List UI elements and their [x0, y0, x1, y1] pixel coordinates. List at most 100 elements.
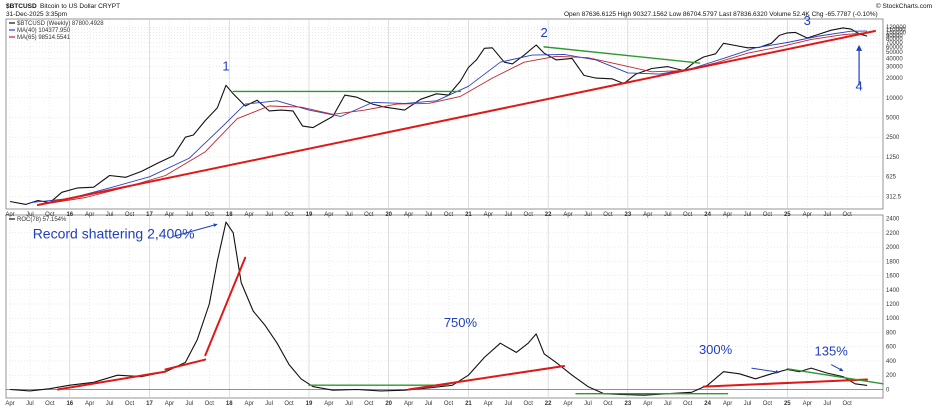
price-y-tick-label: 100000	[886, 30, 907, 36]
price-y-tick-label: 60000	[886, 45, 903, 51]
price-x-tick-label: Apr	[484, 212, 493, 218]
price-x-tick-label: Jul	[345, 212, 353, 218]
roc-x-tick-label: Apr	[404, 401, 413, 407]
roc-x-tick-label: 18	[226, 401, 233, 407]
price-x-tick-label: Oct	[763, 212, 773, 218]
legend-ma40: MA(40) 104377.950	[17, 28, 71, 34]
price-x-tick-label: Apr	[324, 212, 333, 218]
legend-ma65: MA(65) 98514.5541	[17, 35, 71, 41]
price-y-tick-label: 90000	[886, 33, 903, 39]
price-annotation-0: 1	[222, 59, 229, 74]
price-x-tick-label: Jul	[504, 212, 512, 218]
price-trendline-2	[543, 46, 701, 64]
roc-x-tick-label: Jul	[106, 401, 114, 407]
price-y-tick-label: 110000	[886, 28, 906, 34]
roc-x-tick-label: Oct	[603, 401, 613, 407]
roc-y-tick-label: 1200	[886, 302, 900, 308]
price-legend: $BTCUSD (Weekly) 87800.4928 MA(40) 10437…	[9, 21, 104, 41]
roc-x-tick-label: 23	[625, 401, 632, 407]
price-y-tick-label: 50000	[886, 50, 903, 56]
roc-trendline-4	[407, 364, 566, 391]
roc-y-tick-label: 400	[886, 359, 897, 365]
chart-description: Bitcoin to US Dollar CRYPT	[40, 3, 120, 10]
axis-layer: 312.562512502500500010000200003000040000…	[5, 25, 906, 407]
roc-x-tick-label: Apr	[244, 401, 253, 407]
price-x-tick-label: Oct	[842, 212, 852, 218]
chart-symbol: $BTCUSD	[6, 3, 37, 10]
arrow-4-head	[856, 44, 863, 51]
roc-x-tick-label: 25	[784, 401, 791, 407]
roc-y-tick-label: 2200	[886, 231, 900, 237]
price-series-2	[45, 32, 868, 205]
roc-x-tick-label: Jul	[584, 401, 592, 407]
roc-x-tick-label: Oct	[284, 401, 294, 407]
price-x-tick-label: Apr	[563, 212, 572, 218]
roc-x-tick-label: Jul	[26, 401, 34, 407]
price-x-tick-label: 17	[146, 212, 153, 218]
price-x-tick-label: Jul	[823, 212, 831, 218]
chart-quote: Open 87636.6125 High 90327.1562 Low 8670…	[564, 11, 878, 18]
price-x-tick-label: Jul	[186, 212, 194, 218]
price-trendline-0	[36, 29, 877, 207]
price-y-tick-label: 20000	[886, 76, 903, 82]
roc-x-tick-label: Apr	[803, 401, 812, 407]
roc-x-tick-label: Apr	[165, 401, 174, 407]
price-y-tick-label: 40000	[886, 56, 903, 62]
price-panel	[5, 18, 884, 210]
roc-x-tick-label: Apr	[723, 401, 732, 407]
price-y-tick-label: 625	[886, 175, 897, 181]
price-x-tick-label: 25	[784, 212, 791, 218]
roc-x-tick-label: Apr	[5, 401, 14, 407]
roc-x-tick-label: Oct	[763, 401, 773, 407]
price-x-tick-label: Oct	[205, 212, 215, 218]
roc-x-tick-label: 22	[545, 401, 552, 407]
roc-x-tick-label: Jul	[744, 401, 752, 407]
roc-x-tick-label: 17	[146, 401, 153, 407]
roc-x-tick-label: Apr	[484, 401, 493, 407]
roc-trendline-2	[204, 256, 247, 357]
roc-x-tick-label: Oct	[125, 401, 135, 407]
legend-price: $BTCUSD (Weekly) 87800.4928	[17, 21, 104, 27]
price-y-tick-label: 80000	[886, 37, 903, 43]
price-y-tick-label: 70000	[886, 40, 903, 46]
roc-x-tick-label: Jul	[345, 401, 353, 407]
price-x-tick-label: Apr	[165, 212, 174, 218]
series-layer	[9, 27, 868, 396]
roc-arrow-head-2	[839, 367, 844, 371]
roc-y-tick-label: 0	[886, 387, 890, 393]
roc-annotation-3: 135%	[815, 343, 849, 358]
price-x-tick-label: 16	[66, 212, 73, 218]
roc-arrow-head-0	[213, 223, 218, 228]
price-y-tick-label: 5000	[886, 116, 900, 122]
roc-x-tick-label: Jul	[425, 401, 433, 407]
price-x-tick-label: Apr	[244, 212, 253, 218]
roc-x-tick-label: Apr	[563, 401, 572, 407]
price-x-tick-label: Oct	[284, 212, 294, 218]
roc-x-tick-label: Oct	[444, 401, 454, 407]
roc-series-0	[9, 221, 868, 396]
price-x-tick-label: Jul	[584, 212, 592, 218]
roc-annotation-2: 300%	[699, 342, 733, 357]
roc-trendline-6	[702, 378, 869, 388]
price-x-tick-label: 19	[306, 212, 313, 218]
price-x-tick-label: Oct	[683, 212, 693, 218]
price-series-1	[29, 30, 868, 204]
trendline-layer	[36, 29, 884, 395]
grid-layer	[6, 19, 883, 398]
roc-legend: ROC(78) 57.154%	[9, 217, 67, 223]
price-x-tick-label: Apr	[643, 212, 652, 218]
price-series-0	[9, 27, 868, 205]
price-y-tick-label: 30000	[886, 65, 903, 71]
price-x-tick-label: Oct	[603, 212, 613, 218]
roc-y-tick-label: 200	[886, 373, 897, 379]
price-annotation-1: 2	[541, 25, 548, 40]
price-y-tick-label: 10000	[886, 96, 903, 102]
roc-x-tick-label: 16	[66, 401, 73, 407]
roc-x-tick-label: 21	[465, 401, 472, 407]
price-x-tick-label: 18	[226, 212, 233, 218]
roc-x-tick-label: 19	[306, 401, 313, 407]
price-annotation-3: 4	[855, 78, 862, 93]
roc-y-tick-label: 1600	[886, 274, 900, 280]
price-x-tick-label: Apr	[723, 212, 732, 218]
